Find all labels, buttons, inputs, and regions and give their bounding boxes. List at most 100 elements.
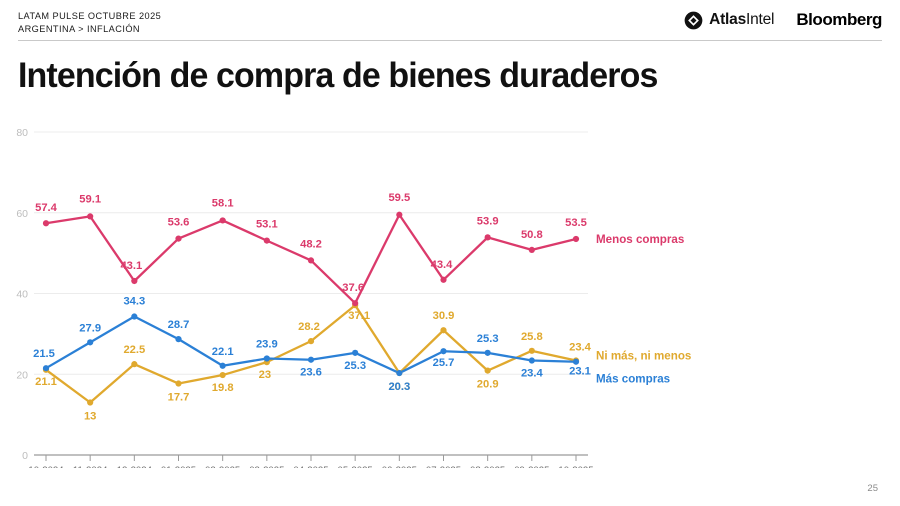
atlasintel-logo: AtlasIntel: [684, 11, 775, 30]
data-point-label: 50.8: [521, 229, 543, 241]
data-point-label: 23.6: [300, 367, 322, 379]
data-point[interactable]: [352, 349, 359, 356]
data-point[interactable]: [42, 365, 50, 372]
data-point[interactable]: [484, 367, 491, 374]
slide-header: LATAM PULSE OCTUBRE 2025 ARGENTINA > INF…: [0, 0, 900, 42]
data-point[interactable]: [175, 380, 182, 387]
data-point[interactable]: [440, 276, 447, 283]
data-point[interactable]: [131, 277, 138, 285]
data-point-label: 53.9: [477, 215, 499, 227]
atlas-diamond-icon: [684, 11, 703, 29]
data-point-label: 23.4: [521, 368, 544, 380]
data-point[interactable]: [87, 399, 94, 406]
x-axis-tick-label: 08-2025: [470, 465, 505, 468]
data-point-label: 53.6: [168, 217, 190, 229]
data-point-label: 22.1: [212, 346, 234, 358]
data-point-label: 25.7: [433, 357, 455, 369]
breadcrumb-line-1: LATAM PULSE OCTUBRE 2025: [18, 11, 162, 21]
data-point-label: 59.5: [388, 192, 410, 204]
line-chart: 0 20 40 60 80 10-2024 11-2024 12-2024 01-2025 02-…: [16, 127, 691, 468]
data-point[interactable]: [440, 348, 447, 355]
data-point[interactable]: [484, 234, 491, 241]
data-point-label: 17.7: [168, 392, 190, 404]
data-point[interactable]: [484, 349, 491, 356]
y-axis-tick-label: 40: [16, 289, 28, 301]
x-axis-tick-label: 10-2025: [558, 465, 593, 468]
data-point[interactable]: [263, 355, 270, 362]
data-point[interactable]: [131, 313, 138, 320]
data-point-label: 21.5: [33, 348, 55, 360]
x-axis-tick-label: 09-2025: [514, 465, 549, 468]
data-point-label: 20.3: [388, 381, 410, 393]
data-point[interactable]: [219, 217, 226, 224]
data-point[interactable]: [87, 213, 94, 220]
x-axis-tick-label: 10-2024: [28, 465, 64, 468]
data-point-label: 28.7: [168, 319, 190, 331]
brand-logos: AtlasIntel Bloomberg: [684, 10, 882, 30]
data-point[interactable]: [131, 361, 138, 368]
atlas-word-light: Intel: [746, 11, 775, 28]
data-point-label: 53.5: [565, 217, 587, 229]
data-point-label: 23.1: [569, 366, 591, 378]
atlasintel-wordmark: AtlasIntel: [709, 11, 774, 29]
atlas-word-bold: Atlas: [709, 11, 746, 28]
data-point[interactable]: [307, 356, 315, 363]
breadcrumb: LATAM PULSE OCTUBRE 2025 ARGENTINA > INF…: [18, 10, 161, 35]
data-point[interactable]: [396, 211, 403, 218]
data-point-label: 21.1: [35, 376, 57, 388]
data-point[interactable]: [175, 235, 182, 242]
y-axis-tick-label: 60: [16, 208, 28, 220]
data-point[interactable]: [440, 327, 447, 334]
data-point-label: 30.9: [433, 310, 455, 322]
data-point-label: 37.6: [342, 282, 364, 294]
x-axis-tick-label: 11-2024: [73, 465, 108, 468]
data-point-label: 43.4: [431, 259, 454, 271]
data-point[interactable]: [87, 339, 94, 346]
data-point-label: 34.3: [123, 296, 145, 308]
x-axis-tick-label: 03-2025: [249, 465, 284, 468]
data-point-label: 13: [84, 411, 96, 423]
legend-label[interactable]: Menos compras: [596, 233, 684, 246]
data-point-label: 22.5: [123, 344, 145, 356]
x-axis-tick-label: 04-2025: [293, 465, 328, 468]
data-point[interactable]: [528, 357, 535, 364]
data-point[interactable]: [396, 369, 403, 377]
data-point[interactable]: [219, 371, 226, 379]
bloomberg-logo: Bloomberg: [796, 10, 882, 29]
data-point[interactable]: [528, 347, 535, 354]
data-point-label: 58.1: [212, 197, 234, 209]
data-point-label: 25.3: [477, 333, 499, 345]
x-axis-tick-label: 02-2025: [205, 465, 240, 468]
legend-label[interactable]: Ni más, ni menos: [596, 350, 691, 363]
data-point[interactable]: [307, 257, 315, 264]
legend-label[interactable]: Más compras: [596, 372, 670, 385]
y-axis-tick-label: 80: [16, 127, 28, 139]
data-point-label: 59.1: [79, 193, 101, 205]
breadcrumb-line-2: ARGENTINA > INFLACIÓN: [18, 23, 141, 34]
y-axis-tick-label: 0: [22, 450, 28, 462]
data-point[interactable]: [263, 237, 270, 244]
data-point[interactable]: [219, 362, 226, 369]
data-point[interactable]: [572, 235, 580, 243]
x-axis-tick-label: 07-2025: [426, 465, 461, 468]
page-number: 25: [867, 483, 878, 494]
data-point-label: 20.3: [388, 381, 410, 393]
data-point-label: 53.1: [256, 219, 278, 231]
data-point[interactable]: [528, 246, 535, 253]
data-point-label: 37.1: [348, 310, 370, 322]
data-point[interactable]: [175, 336, 182, 343]
x-axis-tick-label: 01-2025: [161, 465, 196, 468]
chart-container: 0 20 40 60 80 10-2024 11-2024 12-2024 01-2025 02-…: [0, 108, 900, 468]
data-point[interactable]: [572, 358, 580, 365]
data-point-label: 28.2: [298, 321, 320, 333]
data-point[interactable]: [307, 338, 315, 345]
data-point-label: 20.9: [477, 379, 499, 391]
data-point[interactable]: [42, 220, 50, 227]
data-point-label: 25.3: [344, 360, 366, 372]
x-axis-tick-label: 06-2025: [382, 465, 417, 468]
x-axis-tick-label: 05-2025: [338, 465, 373, 468]
data-point-label: 25.8: [521, 331, 543, 343]
data-point[interactable]: [352, 300, 359, 307]
data-point-label: 43.1: [120, 260, 142, 272]
